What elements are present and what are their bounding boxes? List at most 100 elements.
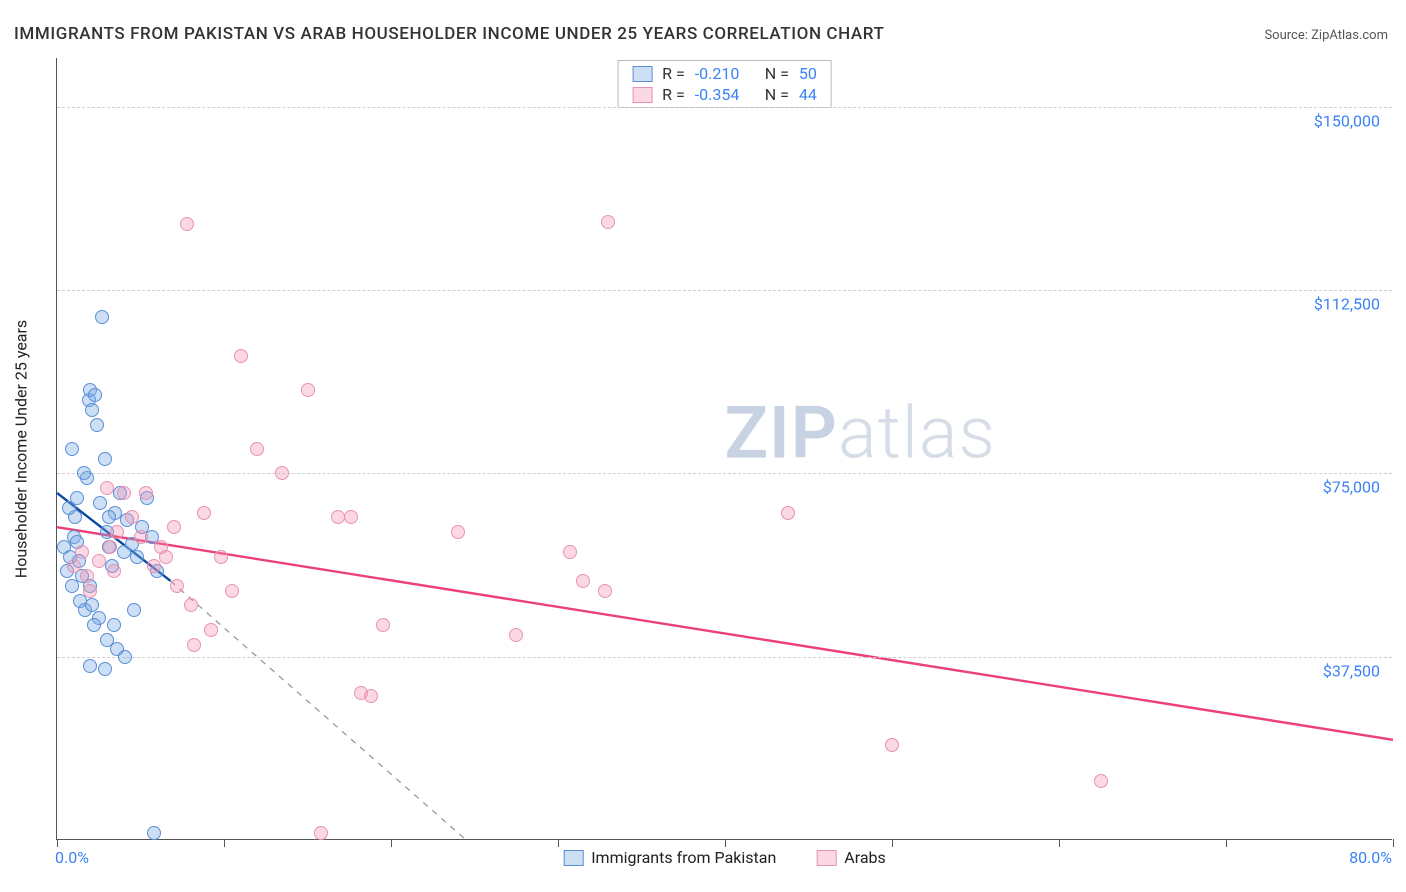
scatter-point-arabs bbox=[75, 545, 89, 559]
scatter-point-pakistan bbox=[85, 403, 99, 417]
stat-n-value: 50 bbox=[799, 64, 817, 83]
scatter-point-arabs bbox=[107, 564, 121, 578]
scatter-point-arabs bbox=[275, 466, 289, 480]
scatter-point-arabs bbox=[103, 540, 117, 554]
scatter-point-arabs bbox=[1094, 774, 1108, 788]
x-tick bbox=[725, 839, 726, 847]
scatter-point-arabs bbox=[234, 349, 248, 363]
scatter-point-arabs bbox=[100, 481, 114, 495]
scatter-point-arabs bbox=[563, 545, 577, 559]
scatter-point-arabs bbox=[885, 738, 899, 752]
legend-label: Arabs bbox=[844, 848, 886, 867]
scatter-point-arabs bbox=[80, 569, 94, 583]
scatter-point-arabs bbox=[225, 584, 239, 598]
scatter-point-pakistan bbox=[93, 496, 107, 510]
scatter-point-arabs bbox=[170, 579, 184, 593]
scatter-point-pakistan bbox=[98, 452, 112, 466]
scatter-point-arabs bbox=[180, 217, 194, 231]
x-tick bbox=[1393, 839, 1394, 847]
x-tick bbox=[558, 839, 559, 847]
scatter-point-pakistan bbox=[147, 826, 161, 840]
scatter-point-arabs bbox=[598, 584, 612, 598]
scatter-point-pakistan bbox=[130, 550, 144, 564]
scatter-point-arabs bbox=[344, 510, 358, 524]
stat-r-value: -0.210 bbox=[695, 64, 755, 83]
x-tick bbox=[1226, 839, 1227, 847]
legend-swatch bbox=[632, 87, 652, 103]
x-axis-max-label: 80.0% bbox=[1349, 848, 1392, 867]
scatter-point-pakistan bbox=[87, 618, 101, 632]
scatter-point-arabs bbox=[314, 826, 328, 840]
watermark: ZIPatlas bbox=[725, 390, 997, 475]
plot-area: Householder Income Under 25 years ZIPatl… bbox=[56, 58, 1392, 840]
scatter-point-pakistan bbox=[127, 603, 141, 617]
gridline-horizontal bbox=[57, 473, 1392, 474]
scatter-point-arabs bbox=[214, 550, 228, 564]
trend-line bbox=[57, 527, 1393, 740]
x-tick bbox=[57, 839, 58, 847]
correlation-stats-box: R =-0.210N =50R =-0.354N =44 bbox=[617, 60, 832, 108]
scatter-point-arabs bbox=[159, 550, 173, 564]
source-label: Source: bbox=[1264, 28, 1307, 43]
y-tick-label: $112,500 bbox=[1314, 295, 1380, 314]
x-axis-min-label: 0.0% bbox=[55, 848, 89, 867]
watermark-zip: ZIP bbox=[725, 390, 838, 475]
scatter-point-pakistan bbox=[88, 388, 102, 402]
scatter-point-arabs bbox=[250, 442, 264, 456]
scatter-point-arabs bbox=[147, 559, 161, 573]
legend: Immigrants from PakistanArabs bbox=[563, 848, 886, 867]
legend-item-arabs: Arabs bbox=[816, 848, 886, 867]
stats-row-arabs: R =-0.354N =44 bbox=[618, 84, 831, 105]
stat-r-label: R = bbox=[662, 64, 685, 83]
gridline-horizontal bbox=[57, 290, 1392, 291]
scatter-point-arabs bbox=[125, 510, 139, 524]
scatter-point-pakistan bbox=[90, 418, 104, 432]
stat-n-label: N = bbox=[765, 85, 789, 104]
legend-swatch bbox=[563, 850, 583, 866]
trend-line bbox=[171, 581, 467, 840]
scatter-point-arabs bbox=[364, 689, 378, 703]
source-link[interactable]: ZipAtlas.com bbox=[1311, 28, 1388, 43]
stat-n-label: N = bbox=[765, 64, 789, 83]
source-attribution: Source: ZipAtlas.com bbox=[1264, 28, 1388, 43]
scatter-point-arabs bbox=[139, 486, 153, 500]
stats-row-pakistan: R = -0.210 N = 50 bbox=[618, 63, 831, 84]
scatter-point-arabs bbox=[781, 506, 795, 520]
x-tick bbox=[1059, 839, 1060, 847]
scatter-point-pakistan bbox=[98, 662, 112, 676]
scatter-point-arabs bbox=[576, 574, 590, 588]
scatter-point-arabs bbox=[134, 530, 148, 544]
scatter-point-pakistan bbox=[65, 442, 79, 456]
y-tick-label: $150,000 bbox=[1314, 111, 1380, 130]
scatter-point-pakistan bbox=[83, 659, 97, 673]
scatter-point-pakistan bbox=[77, 466, 91, 480]
scatter-point-arabs bbox=[376, 618, 390, 632]
scatter-point-arabs bbox=[110, 525, 124, 539]
scatter-point-arabs bbox=[92, 554, 106, 568]
x-tick bbox=[224, 839, 225, 847]
legend-swatch bbox=[816, 850, 836, 866]
scatter-point-pakistan bbox=[107, 618, 121, 632]
y-tick-label: $37,500 bbox=[1323, 661, 1380, 680]
scatter-point-arabs bbox=[509, 628, 523, 642]
scatter-point-arabs bbox=[601, 215, 615, 229]
scatter-point-pakistan bbox=[102, 510, 116, 524]
scatter-point-pakistan bbox=[95, 310, 109, 324]
scatter-point-pakistan bbox=[118, 650, 132, 664]
scatter-point-arabs bbox=[167, 520, 181, 534]
scatter-point-arabs bbox=[187, 638, 201, 652]
y-axis-label: Householder Income Under 25 years bbox=[12, 319, 31, 577]
scatter-point-arabs bbox=[331, 510, 345, 524]
scatter-point-arabs bbox=[184, 598, 198, 612]
scatter-point-pakistan bbox=[62, 501, 76, 515]
stat-n-value: 44 bbox=[799, 85, 817, 104]
chart-title: IMMIGRANTS FROM PAKISTAN VS ARAB HOUSEHO… bbox=[14, 24, 885, 44]
x-tick bbox=[892, 839, 893, 847]
gridline-horizontal bbox=[57, 107, 1392, 108]
scatter-point-arabs bbox=[204, 623, 218, 637]
scatter-point-arabs bbox=[83, 584, 97, 598]
gridline-horizontal bbox=[57, 657, 1392, 658]
watermark-atlas: atlas bbox=[838, 390, 996, 475]
scatter-point-arabs bbox=[451, 525, 465, 539]
scatter-point-arabs bbox=[197, 506, 211, 520]
